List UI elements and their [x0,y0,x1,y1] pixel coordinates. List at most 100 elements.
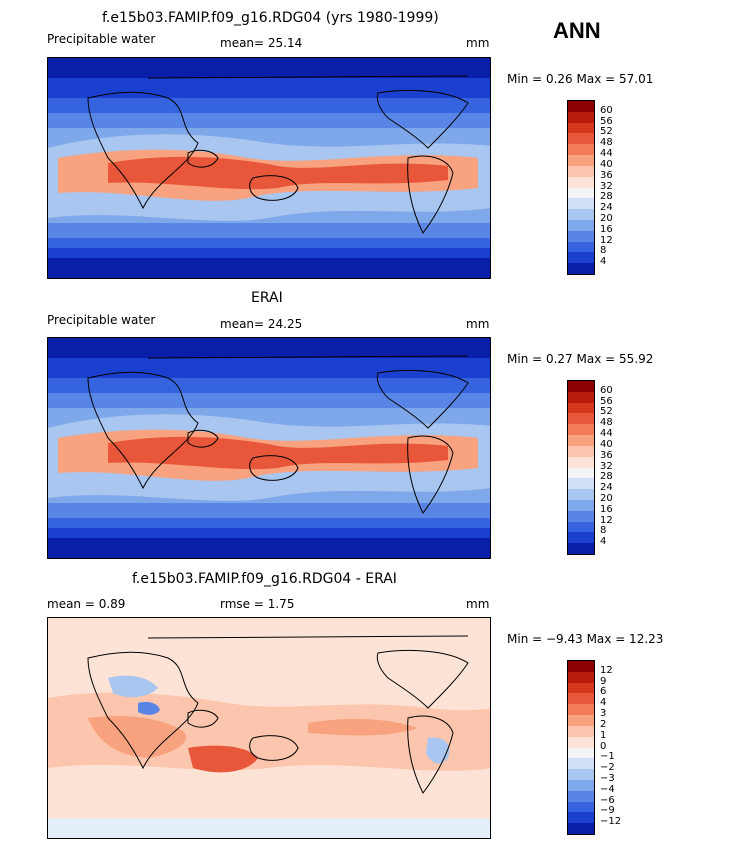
colorbar-swatch [568,812,594,824]
colorbar-tick-label: 40 [600,158,613,170]
colorbar-swatch [568,101,594,112]
colorbar-tick-label: 56 [600,395,613,407]
colorbar-tick-label: 3 [600,708,607,720]
colorbar-tick-label: 52 [600,406,613,418]
panel-1-variable: Precipitable water [47,32,156,46]
colorbar-swatch [568,671,594,683]
colorbar-tick-label: −2 [600,762,615,774]
colorbar-swatch [568,489,594,500]
colorbar-tick-label: 8 [600,245,607,257]
panel-1-colorbar-swatches [568,101,594,274]
colorbar-swatch [568,198,594,210]
colorbar-swatch [568,445,594,457]
colorbar-tick-label: 48 [600,137,613,149]
colorbar-swatch [568,661,594,672]
panel-1-title: f.e15b03.FAMIP.f09_g16.RDG04 (yrs 1980-1… [102,10,439,26]
colorbar-tick-label: 4 [600,697,607,709]
colorbar-swatch [568,165,594,177]
panel-3-title: f.e15b03.FAMIP.f09_g16.RDG04 - ERAI [132,571,397,587]
panel-2-minmax: Min = 0.27 Max = 55.92 [507,352,654,366]
colorbar-tick-label: 40 [600,438,613,450]
colorbar-swatch [568,413,594,425]
colorbar-tick-label: 4 [600,536,607,548]
colorbar-swatch [568,769,594,780]
colorbar-swatch [568,478,594,490]
panel-2-title: ERAI [251,290,283,306]
colorbar-swatch [568,219,594,231]
colorbar-tick-label: 28 [600,191,613,203]
colorbar-swatch [568,456,594,468]
panel-3-units: mm [466,597,490,611]
colorbar-tick-label: 24 [600,202,613,214]
colorbar-tick-label: 44 [600,148,613,160]
colorbar-swatch [568,704,594,716]
colorbar-tick-label: 60 [600,384,613,396]
panel-3-colorbar-swatches [568,661,594,834]
colorbar-swatch [568,801,594,813]
colorbar-swatch [568,693,594,705]
colorbar-tick-label: 36 [600,169,613,181]
colorbar-swatch [568,725,594,737]
colorbar-swatch [568,510,594,522]
colorbar-swatch [568,736,594,748]
colorbar-swatch [568,682,594,694]
colorbar-swatch [568,252,594,264]
colorbar-swatch [568,543,594,554]
colorbar-swatch [568,715,594,726]
panel-3-minmax: Min = −9.43 Max = 12.23 [507,632,664,646]
panel-2-map-svg [48,338,490,558]
panel-2-variable: Precipitable water [47,313,156,327]
panel-2-mean: mean= 24.25 [220,317,303,331]
colorbar-tick-label: 6 [600,686,607,698]
colorbar-swatch [568,424,594,436]
panel-3-rmse: rmse = 1.75 [220,597,295,611]
panel-3-colorbar [567,660,595,835]
season-label: ANN [553,18,601,43]
colorbar-tick-label: −4 [600,783,615,795]
colorbar-tick-label: 2 [600,718,607,730]
colorbar-swatch [568,521,594,533]
colorbar-tick-label: 44 [600,428,613,440]
colorbar-tick-label: 60 [600,104,613,116]
colorbar-swatch [568,391,594,403]
colorbar-swatch [568,823,594,834]
colorbar-swatch [568,155,594,166]
colorbar-tick-label: 24 [600,482,613,494]
colorbar-swatch [568,176,594,188]
colorbar-swatch [568,532,594,544]
panel-1-minmax: Min = 0.26 Max = 57.01 [507,72,654,86]
colorbar-tick-label: 12 [600,234,613,246]
colorbar-tick-label: 48 [600,417,613,429]
colorbar-tick-label: 52 [600,126,613,138]
colorbar-tick-label: 20 [600,212,613,224]
colorbar-swatch [568,402,594,414]
colorbar-swatch [568,758,594,770]
colorbar-tick-label: 4 [600,256,607,268]
colorbar-tick-label: 32 [600,180,613,192]
panel-1-map [47,57,491,279]
panel-1-units: mm [466,36,490,50]
colorbar-tick-label: 32 [600,460,613,472]
colorbar-swatch [568,435,594,446]
colorbar-tick-label: 0 [600,740,607,752]
panel-3-map [47,617,491,839]
colorbar-swatch [568,499,594,511]
colorbar-tick-label: 12 [600,664,613,676]
colorbar-swatch [568,790,594,802]
panel-2-units: mm [466,317,490,331]
colorbar-tick-label: 28 [600,471,613,483]
colorbar-tick-label: 16 [600,503,613,515]
colorbar-swatch [568,122,594,134]
colorbar-swatch [568,209,594,220]
colorbar-swatch [568,263,594,274]
colorbar-swatch [568,144,594,156]
colorbar-swatch [568,230,594,242]
panel-1-mean: mean= 25.14 [220,36,303,50]
panel-3-map-svg [48,618,490,838]
colorbar-tick-label: −1 [600,751,615,763]
colorbar-swatch [568,241,594,253]
panel-1-colorbar [567,100,595,275]
colorbar-swatch [568,747,594,759]
colorbar-tick-label: 20 [600,492,613,504]
colorbar-tick-label: −12 [600,816,622,828]
